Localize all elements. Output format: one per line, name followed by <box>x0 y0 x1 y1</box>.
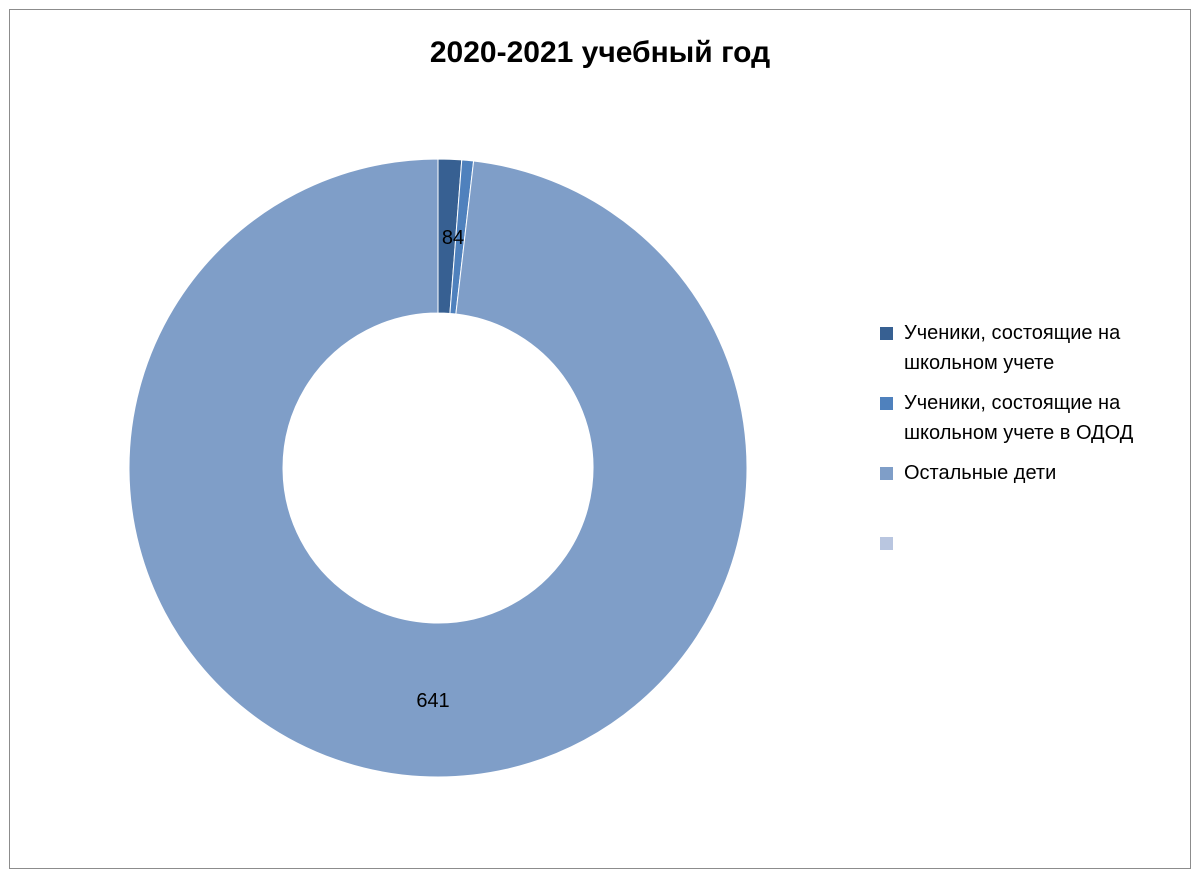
legend-item: Ученики, состоящие на школьном учете в О… <box>880 388 1190 448</box>
data-label: 84 <box>442 227 464 249</box>
data-label: 641 <box>416 690 449 712</box>
legend-swatch <box>880 467 893 480</box>
legend-item: Остальные дети <box>880 458 1190 488</box>
legend-label: Остальные дети <box>904 462 1057 484</box>
legend-item: Ученики, состоящие на школьном учете <box>880 318 1190 378</box>
legend-label: Ученики, состоящие на школьном учете в О… <box>904 392 1134 444</box>
legend-swatch <box>880 537 893 550</box>
legend-swatch <box>880 397 893 410</box>
legend-label: Ученики, состоящие на школьном учете <box>904 322 1121 374</box>
donut-chart: 84 641 <box>128 158 748 778</box>
chart-title: 2020-2021 учебный год <box>429 36 771 69</box>
legend-item <box>880 528 1190 558</box>
legend-swatch <box>880 327 893 340</box>
donut-slice <box>128 158 748 778</box>
legend: Ученики, состоящие на школьном учете Уче… <box>880 318 1190 558</box>
